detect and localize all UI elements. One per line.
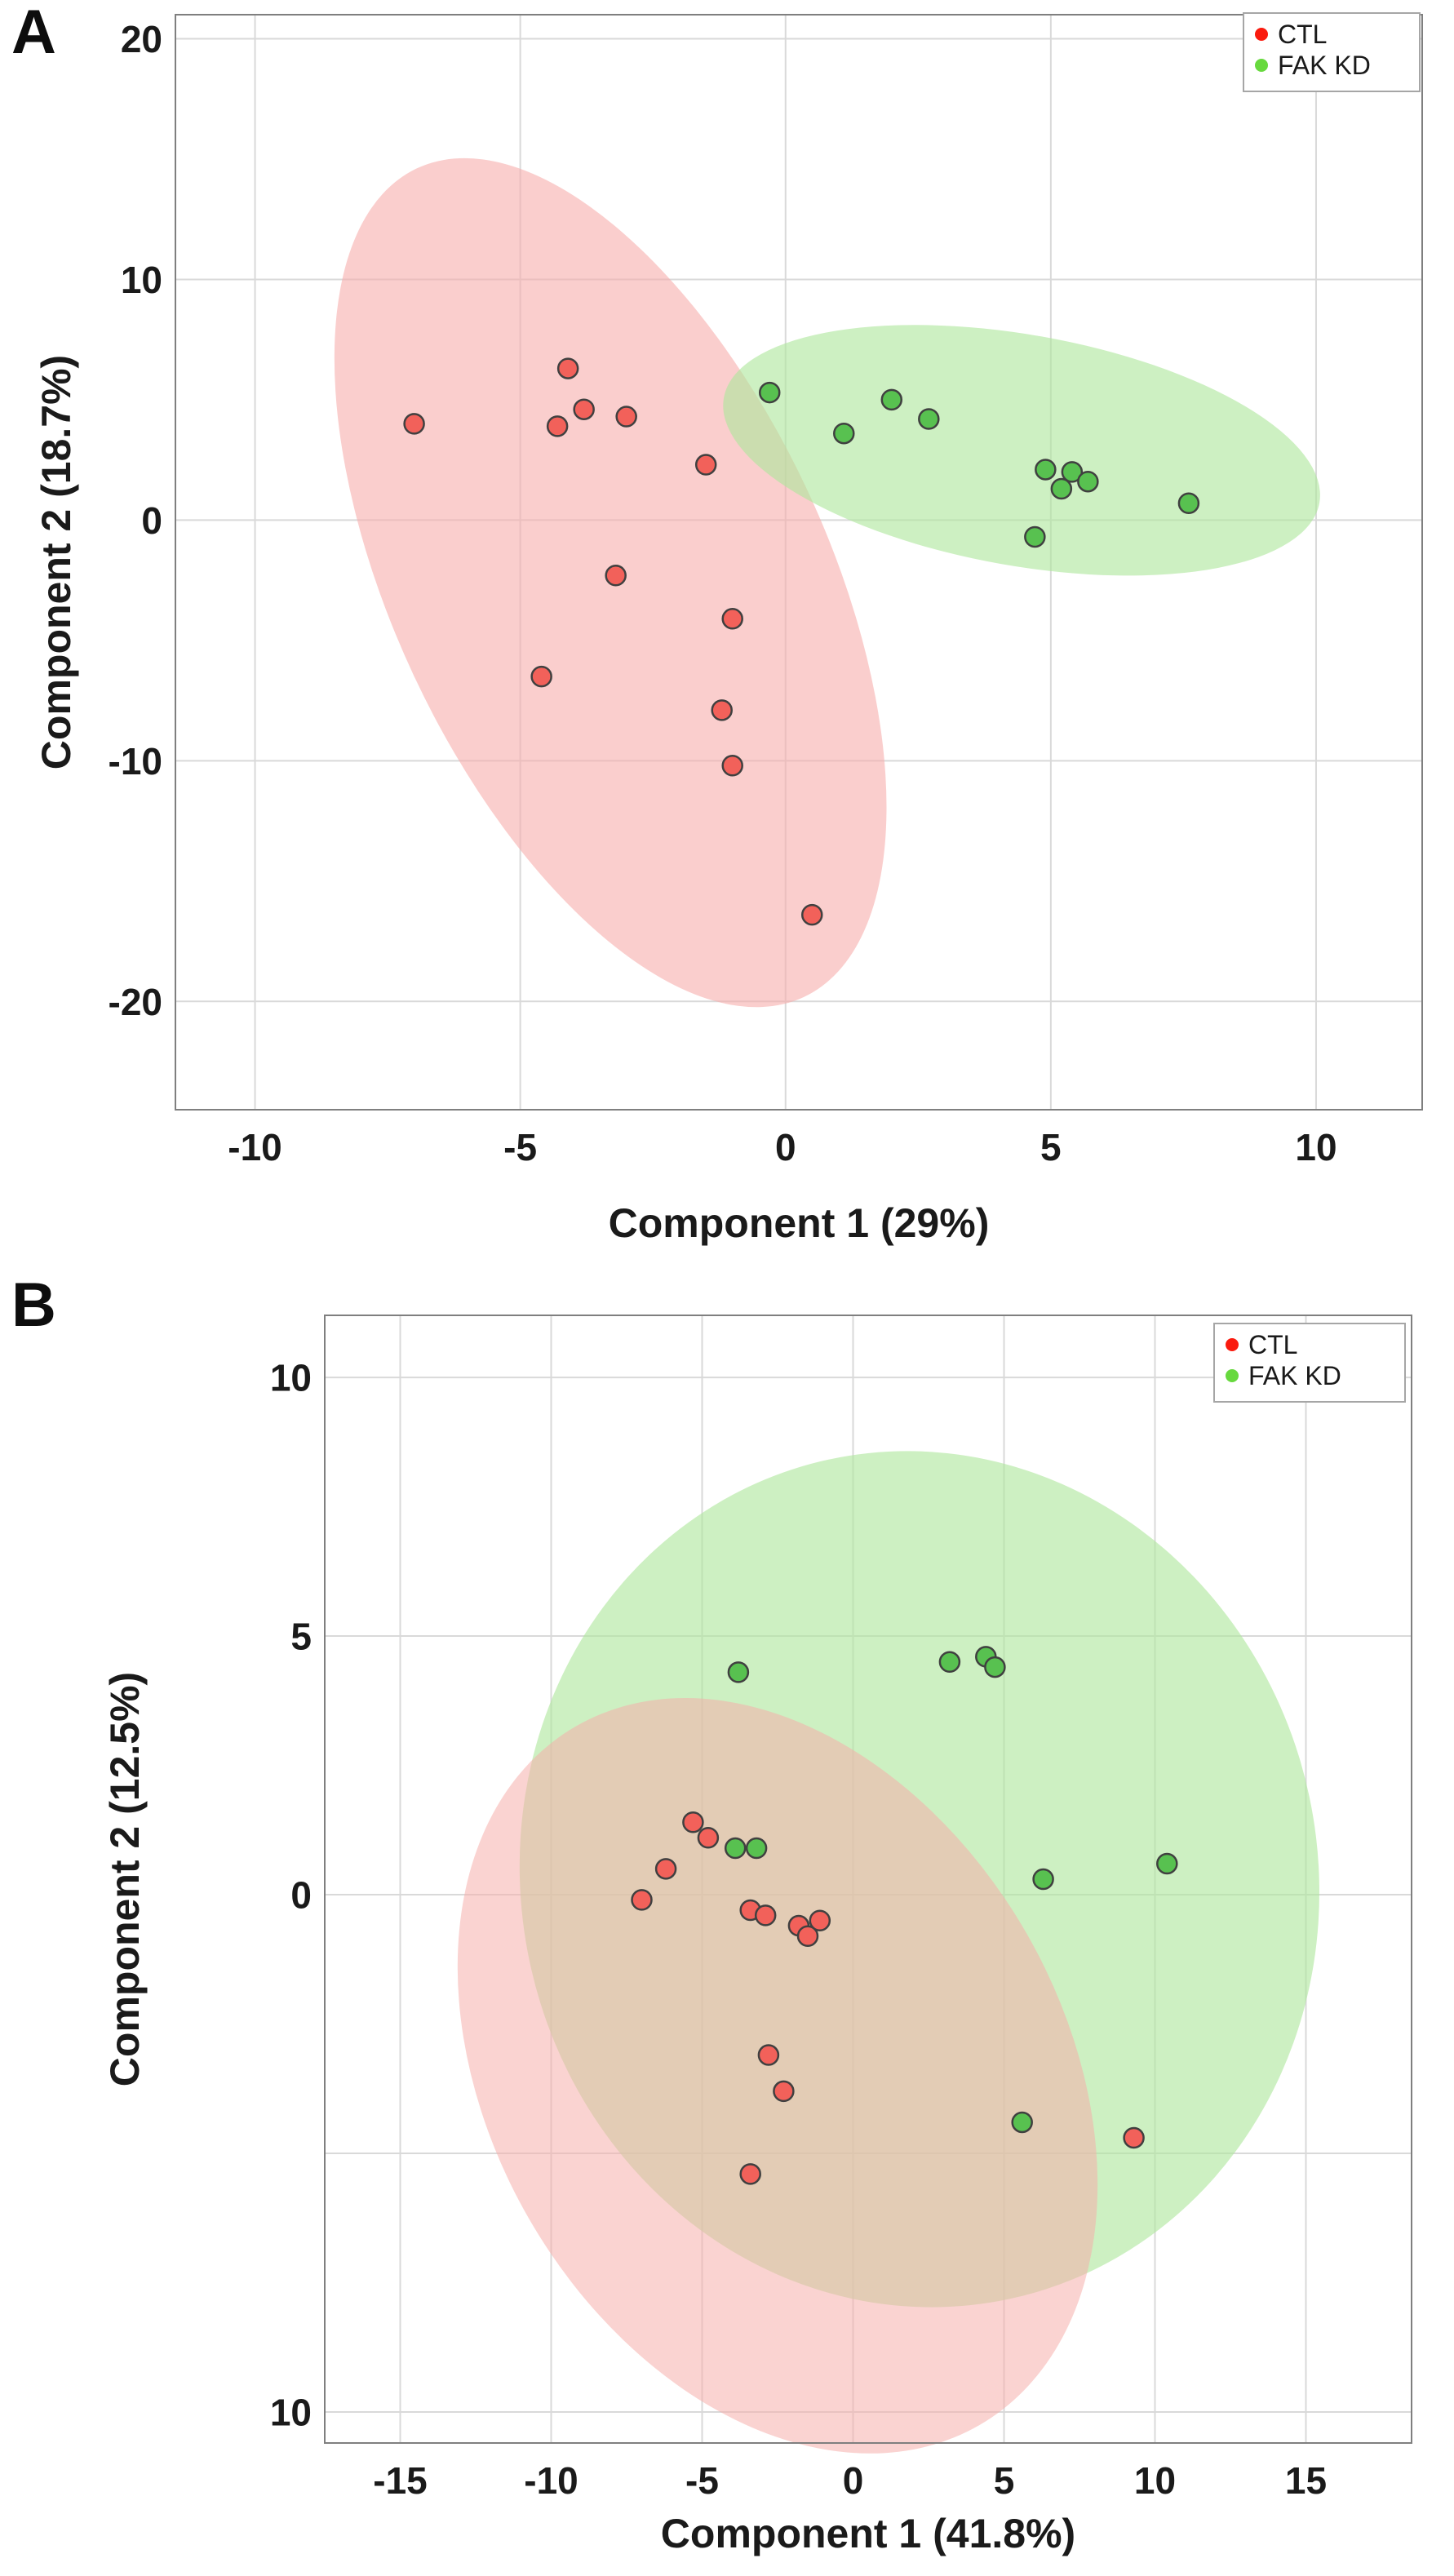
plot-border	[324, 1315, 1412, 2444]
point-ctl	[796, 1925, 819, 1947]
point-fak-kd	[1024, 525, 1046, 548]
point-fak-kd	[938, 1651, 961, 1673]
y-tick-label: 0	[290, 1874, 312, 1917]
x-tick-label: -5	[685, 2459, 719, 2502]
y-tick-label: -20	[109, 981, 162, 1023]
point-ctl	[654, 1858, 677, 1880]
y-axis-label: Component 2 (12.5%)	[102, 1672, 148, 2086]
legend-marker-fak-kd	[1255, 59, 1268, 72]
legend-box	[1243, 12, 1421, 92]
chart-b-scatter: -15 -10 -5 0 5 10 15 10 5 0 10 Component 1 (41.8%) C…	[102, 1315, 1412, 2556]
x-tick-label: 5	[994, 2459, 1015, 2502]
x-tick-label: -5	[503, 1126, 537, 1168]
point-ctl	[682, 1811, 704, 1833]
point-fak-kd	[724, 1837, 747, 1860]
point-ctl	[739, 2163, 761, 2185]
legend-label-ctl: CTL	[1248, 1330, 1297, 1359]
point-fak-kd	[1177, 492, 1200, 514]
point-ctl	[697, 1827, 720, 1849]
point-fak-kd	[1156, 1852, 1178, 1875]
point-fak-kd	[745, 1837, 768, 1860]
point-ctl	[403, 413, 425, 435]
confidence-ellipse-fak-kd	[723, 325, 1320, 576]
point-fak-kd	[1077, 470, 1099, 493]
point-ctl	[754, 1904, 777, 1926]
y-tick-label: 0	[141, 499, 162, 542]
legend-label-ctl: CTL	[1278, 20, 1327, 49]
confidence-ellipse-ctl	[457, 1698, 1098, 2454]
point-ctl	[721, 754, 743, 777]
legend-marker-ctl	[1255, 28, 1268, 41]
point-fak-kd	[833, 422, 855, 445]
point-fak-kd	[1035, 459, 1057, 481]
y-tick-label: 10	[270, 2392, 312, 2434]
x-axis-label: Component 1 (29%)	[609, 1200, 990, 1246]
point-ctl	[1123, 2126, 1145, 2149]
point-ctl	[556, 357, 579, 379]
legend-marker-fak-kd	[1226, 1369, 1239, 1382]
point-ctl	[694, 454, 717, 476]
x-tick-label: 10	[1134, 2459, 1176, 2502]
point-ctl	[721, 608, 743, 630]
point-ctl	[573, 398, 595, 420]
point-fak-kd	[880, 388, 903, 411]
y-tick-label: -10	[109, 740, 162, 783]
point-ctl	[773, 2080, 795, 2103]
x-tick-label: -10	[228, 1126, 281, 1168]
point-ctl	[631, 1889, 653, 1911]
legend-label-fak-kd: FAK KD	[1248, 1361, 1341, 1390]
point-ctl	[546, 415, 569, 437]
y-tick-label: 20	[121, 18, 162, 60]
chart-a-scatter: -10 -5 0 5 10 20 10 0 -10 -20 Component 1 (29%) Com…	[33, 12, 1423, 1246]
x-tick-label: 0	[775, 1126, 796, 1168]
point-fak-kd	[727, 1661, 750, 1683]
x-tick-label: 0	[843, 2459, 864, 2502]
point-ctl	[605, 564, 627, 587]
x-tick-label: 10	[1295, 1126, 1337, 1168]
panel-a: A -10 -5 0 5 10 20 10 0 -10 -20 Component 1 (29%) C…	[0, 0, 1454, 1273]
panel-b: B -15 -10 -5 0 5 10 15 10 5 0 10 Component 1 (41.8%…	[0, 1273, 1454, 2576]
plot-border	[175, 14, 1423, 1111]
point-ctl	[809, 1909, 831, 1931]
legend-label-fak-kd: FAK KD	[1278, 51, 1371, 80]
point-ctl	[801, 903, 823, 926]
point-fak-kd	[1050, 477, 1073, 500]
x-tick-label: 5	[1040, 1126, 1062, 1168]
panel-b-letter: B	[11, 1270, 56, 1340]
legend-marker-ctl	[1226, 1338, 1239, 1351]
point-fak-kd	[1061, 461, 1084, 483]
x-tick-label: 15	[1285, 2459, 1327, 2502]
point-fak-kd	[918, 408, 940, 430]
point-ctl	[530, 665, 552, 688]
point-ctl	[757, 2044, 780, 2066]
y-tick-label: 10	[121, 259, 162, 301]
x-tick-label: -15	[373, 2459, 427, 2502]
x-tick-label: -10	[524, 2459, 578, 2502]
legend-box	[1213, 1323, 1406, 1403]
point-fak-kd	[984, 1656, 1006, 1678]
point-fak-kd	[1011, 2111, 1033, 2134]
point-ctl	[615, 406, 637, 428]
y-tick-label: 10	[270, 1357, 312, 1399]
point-fak-kd	[758, 381, 781, 404]
point-ctl	[711, 699, 733, 721]
panel-a-letter: A	[11, 0, 56, 67]
point-fak-kd	[1032, 1868, 1054, 1891]
y-axis-label: Component 2 (18.7%)	[33, 355, 79, 769]
y-tick-label: 5	[290, 1616, 312, 1658]
x-axis-label: Component 1 (41.8%)	[661, 2511, 1075, 2556]
